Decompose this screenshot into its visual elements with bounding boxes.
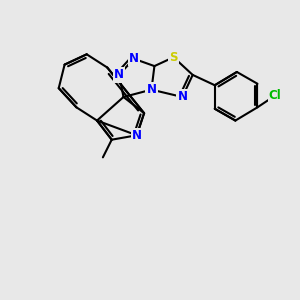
Text: N: N bbox=[132, 129, 142, 142]
Text: S: S bbox=[169, 51, 178, 64]
Text: Cl: Cl bbox=[269, 89, 281, 102]
Text: N: N bbox=[177, 91, 188, 103]
Text: N: N bbox=[129, 52, 139, 65]
Text: N: N bbox=[146, 83, 157, 96]
Text: N: N bbox=[114, 68, 124, 81]
